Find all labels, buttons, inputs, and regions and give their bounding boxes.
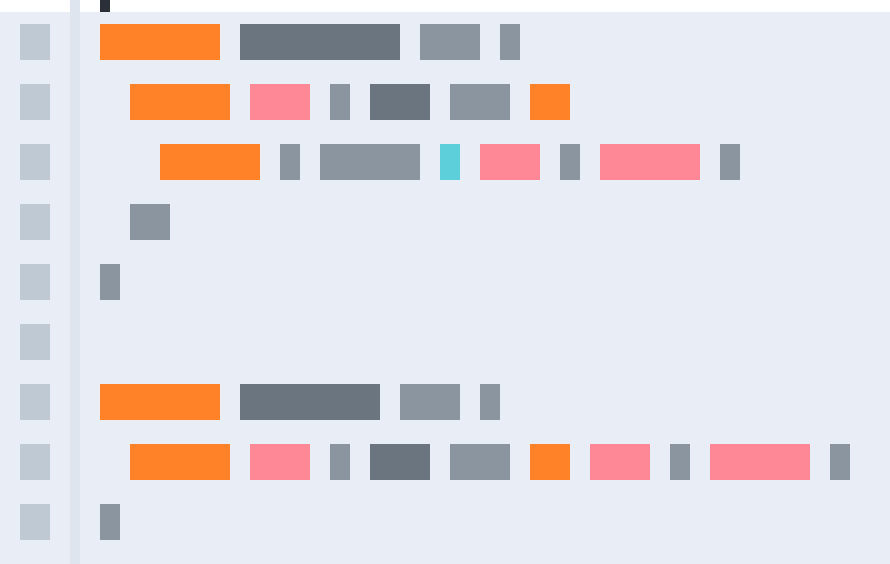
code-line[interactable] xyxy=(0,84,890,120)
string-token xyxy=(250,444,310,480)
string-token xyxy=(600,144,700,180)
identifier-light-token xyxy=(130,204,170,240)
identifier-light-token xyxy=(830,444,850,480)
code-line[interactable] xyxy=(0,144,890,180)
identifier-light-token xyxy=(330,84,350,120)
identifier-dark-token xyxy=(370,84,430,120)
identifier-light-token xyxy=(100,504,120,540)
line-number-marker xyxy=(20,504,50,540)
gutter-separator xyxy=(70,0,80,564)
identifier-light-token xyxy=(450,84,510,120)
identifier-light-token xyxy=(670,444,690,480)
line-number-marker xyxy=(20,444,50,480)
line-number-marker xyxy=(20,144,50,180)
string-token xyxy=(250,84,310,120)
keyword-token xyxy=(100,384,220,420)
identifier-dark-token xyxy=(240,24,400,60)
code-line[interactable] xyxy=(0,384,890,420)
string-token xyxy=(590,444,650,480)
identifier-light-token xyxy=(500,24,520,60)
code-line[interactable] xyxy=(0,324,890,360)
line-number-marker xyxy=(20,24,50,60)
line-number-marker xyxy=(20,264,50,300)
keyword-token xyxy=(130,84,230,120)
identifier-light-token xyxy=(720,144,740,180)
identifier-light-token xyxy=(100,264,120,300)
identifier-light-token xyxy=(330,444,350,480)
identifier-light-token xyxy=(320,144,420,180)
code-line[interactable] xyxy=(0,24,890,60)
identifier-light-token xyxy=(450,444,510,480)
top-scroll-strip xyxy=(0,0,890,12)
line-number-marker xyxy=(20,384,50,420)
constant-token xyxy=(440,144,460,180)
line-number-marker xyxy=(20,84,50,120)
line-number-marker xyxy=(20,204,50,240)
code-line[interactable] xyxy=(0,444,890,480)
keyword-token xyxy=(130,444,230,480)
code-line[interactable] xyxy=(0,204,890,240)
code-line[interactable] xyxy=(0,264,890,300)
keyword-token xyxy=(160,144,260,180)
string-token xyxy=(710,444,810,480)
line-gutter xyxy=(20,0,50,564)
line-number-marker xyxy=(20,324,50,360)
identifier-dark-token xyxy=(240,384,380,420)
identifier-light-token xyxy=(400,384,460,420)
identifier-light-token xyxy=(420,24,480,60)
identifier-light-token xyxy=(480,384,500,420)
code-line[interactable] xyxy=(0,504,890,540)
keyword-token xyxy=(530,444,570,480)
identifier-dark-token xyxy=(370,444,430,480)
identifier-light-token xyxy=(280,144,300,180)
keyword-token xyxy=(100,24,220,60)
identifier-light-token xyxy=(560,144,580,180)
keyword-token xyxy=(530,84,570,120)
text-cursor xyxy=(100,0,110,12)
string-token xyxy=(480,144,540,180)
